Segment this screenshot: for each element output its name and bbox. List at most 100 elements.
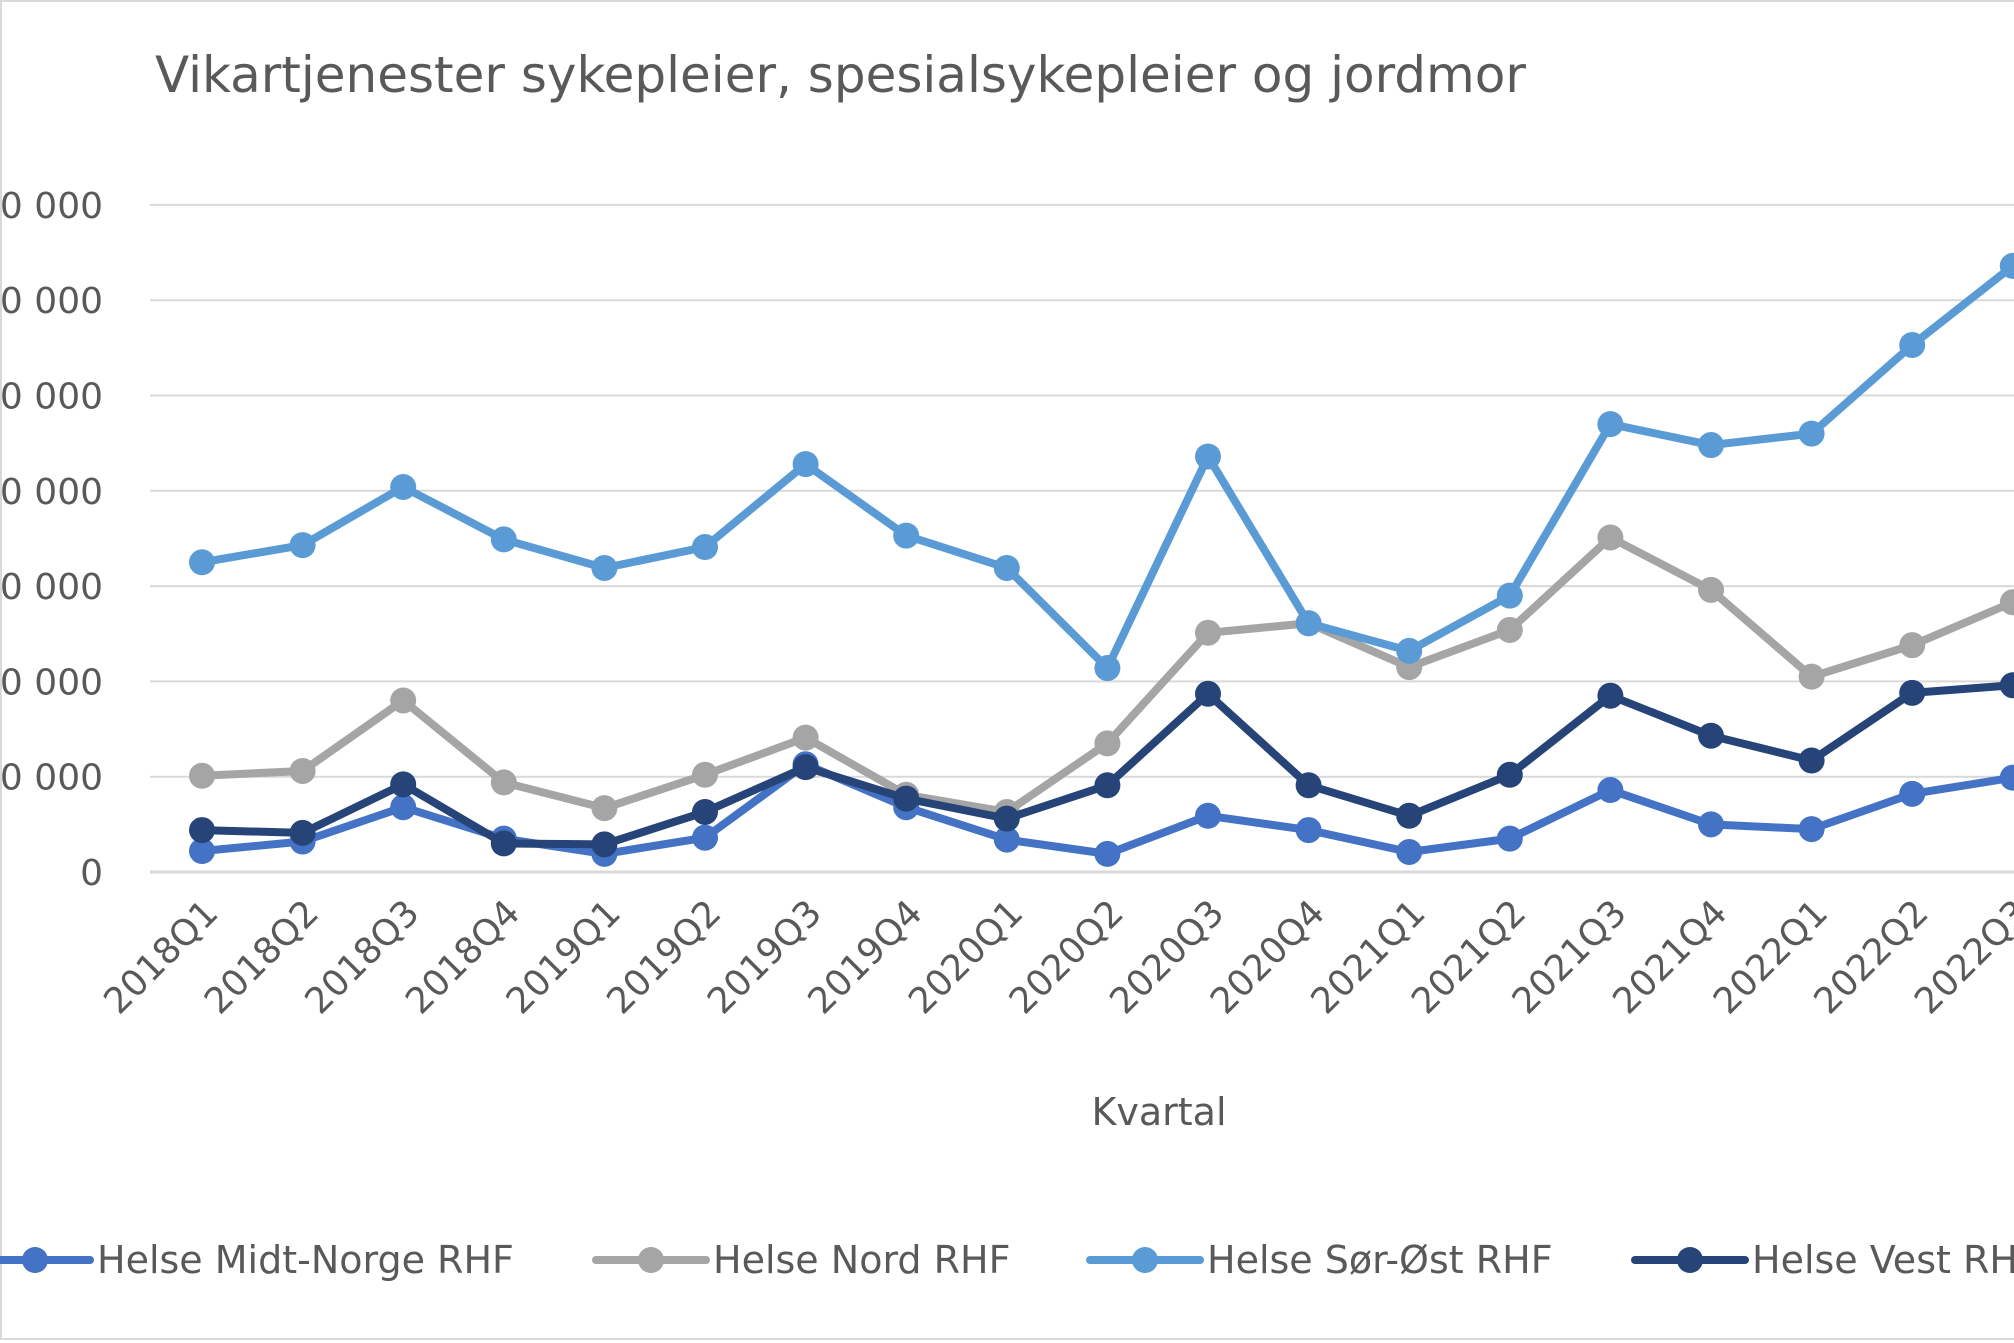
data-point: [1396, 637, 1423, 664]
data-point: [1597, 411, 1624, 438]
chart-title: Vikartjenester sykepleier, spesialsykepl…: [155, 46, 1526, 104]
data-point: [1295, 610, 1322, 637]
legend-label: Helse Vest RHF: [1752, 1238, 2014, 1282]
data-point: [1899, 632, 1926, 659]
data-point: [1195, 619, 1221, 646]
data-point: [692, 798, 718, 825]
legend-item: Helse Sør-Øst RHF: [1086, 1238, 1553, 1282]
data-point: [1899, 679, 1926, 706]
data-point: [692, 761, 718, 788]
data-point: [189, 549, 215, 576]
y-tick-label: 70 000: [0, 186, 103, 227]
legend-swatch-marker: [1677, 1247, 1703, 1273]
data-point: [390, 794, 417, 821]
data-point: [289, 532, 316, 559]
series-3: [189, 672, 2014, 858]
data-point: [1798, 663, 1825, 690]
data-point: [591, 795, 618, 822]
data-point: [490, 830, 517, 857]
data-point: [1094, 730, 1121, 757]
y-tick-label: 0: [80, 853, 103, 894]
legend-label: Helse Midt-Norge RHF: [97, 1238, 514, 1282]
data-point: [993, 805, 1020, 832]
data-point: [1597, 777, 1624, 804]
legend: Helse Midt-Norge RHF Helse Nord RHF Helse …: [0, 1238, 2014, 1282]
data-point: [1094, 840, 1121, 867]
y-axis-tick-labels: 0 10 000 20 000 30 000 40 000 50 000 60 000 70 …: [0, 186, 103, 894]
data-point: [993, 554, 1020, 581]
legend-label: Helse Nord RHF: [713, 1238, 1010, 1282]
legend-swatch-marker: [638, 1247, 664, 1273]
data-point: [1597, 524, 1624, 551]
data-point: [1698, 811, 1724, 838]
data-point: [390, 771, 417, 798]
data-point: [591, 554, 618, 581]
data-point: [1295, 772, 1322, 799]
series-line: [198, 261, 2014, 673]
data-point: [1999, 764, 2014, 791]
legend-label: Helse Sør-Øst RHF: [1207, 1238, 1553, 1282]
data-point: [1496, 761, 1523, 788]
data-point: [189, 817, 215, 844]
data-point: [390, 687, 417, 714]
data-point: [1496, 616, 1523, 643]
y-tick-label: 60 000: [0, 281, 103, 322]
data-point: [1094, 772, 1121, 799]
series-2: [189, 252, 2014, 682]
data-point: [1899, 780, 1926, 807]
data-point: [893, 522, 920, 549]
data-point: [490, 769, 517, 796]
data-point: [1798, 747, 1825, 774]
data-point: [792, 451, 819, 478]
data-point: [1396, 838, 1423, 865]
data-point: [893, 785, 920, 812]
legend-item: Helse Midt-Norge RHF: [0, 1238, 514, 1282]
data-point: [792, 754, 819, 781]
data-point: [189, 762, 215, 789]
gridlines: [150, 203, 2014, 874]
legend-swatch-marker: [22, 1247, 48, 1273]
data-point: [390, 473, 417, 500]
data-point: [1295, 817, 1322, 844]
data-point: [1698, 576, 1724, 603]
y-tick-label: 30 000: [0, 567, 103, 608]
data-point: [1195, 802, 1221, 829]
series-line: [198, 681, 2014, 849]
y-tick-label: 40 000: [0, 472, 103, 513]
data-point: [1195, 680, 1221, 707]
data-point: [1496, 582, 1523, 609]
data-point: [1999, 672, 2014, 699]
data-point: [1899, 331, 1926, 358]
series-line: [198, 533, 2014, 816]
data-point: [1698, 432, 1724, 459]
data-point: [1999, 589, 2014, 616]
series-lines: [189, 252, 2014, 867]
data-point: [1195, 443, 1221, 470]
legend-item: Helse Vest RHF: [1631, 1238, 2014, 1282]
data-point: [1698, 722, 1724, 749]
x-axis-title: Kvartal: [1091, 1090, 1226, 1134]
data-point: [1798, 816, 1825, 843]
data-point: [1798, 420, 1825, 447]
y-tick-label: 20 000: [0, 662, 103, 703]
legend-swatch-marker: [1132, 1247, 1158, 1273]
y-tick-label: 10 000: [0, 758, 103, 799]
data-point: [692, 824, 718, 851]
data-point: [692, 534, 718, 561]
data-point: [490, 526, 517, 553]
legend-item: Helse Nord RHF: [592, 1238, 1010, 1282]
data-point: [1597, 682, 1624, 709]
data-point: [289, 819, 316, 846]
data-point: [1396, 802, 1423, 829]
data-point: [1496, 825, 1523, 852]
data-point: [993, 826, 1020, 853]
data-point: [1094, 655, 1121, 682]
data-point: [189, 838, 215, 865]
data-point: [289, 757, 316, 784]
data-point: [792, 724, 819, 751]
data-point: [591, 831, 618, 858]
data-point: [1999, 252, 2014, 279]
